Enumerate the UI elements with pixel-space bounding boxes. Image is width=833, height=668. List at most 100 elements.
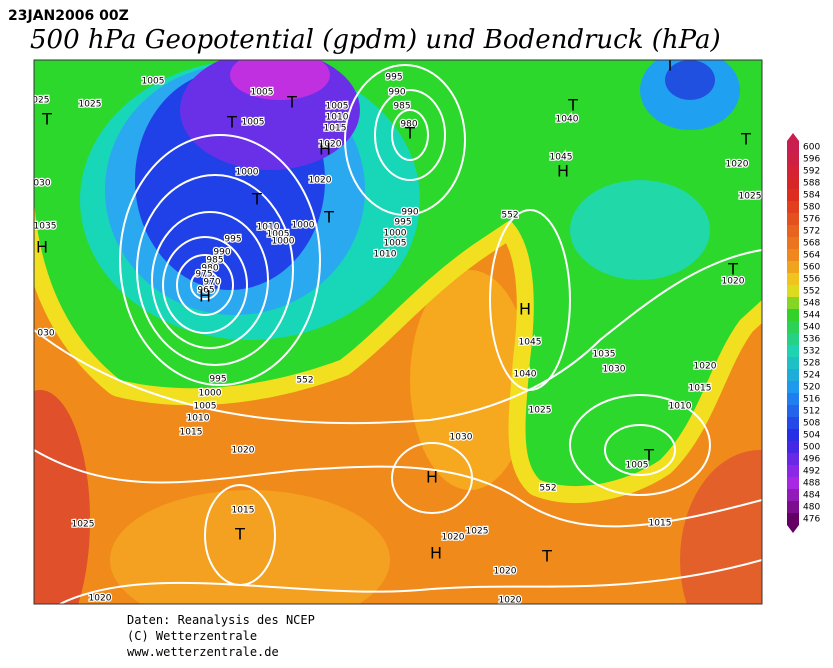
pressure-center: T	[404, 124, 415, 143]
pressure-center: T	[323, 208, 334, 227]
isobar-label: 1010	[257, 223, 280, 233]
isobar-label: 970	[203, 278, 220, 288]
colorbar-label: 492	[803, 467, 820, 477]
isobar-label: 990	[388, 88, 405, 98]
colorbar-label: 572	[803, 227, 820, 237]
isobar-label: 1025	[79, 100, 102, 110]
colorbar-swatch	[787, 321, 799, 333]
colorbar-swatch	[787, 501, 799, 513]
colorbar-label: 564	[803, 251, 820, 261]
colorbar-swatch	[787, 417, 799, 429]
isobar-label: 1005	[267, 230, 290, 240]
isobar-label: 1035	[593, 350, 616, 360]
colorbar-label: 588	[803, 179, 820, 189]
pressure-center: H	[426, 468, 438, 487]
colorbar-swatch	[787, 201, 799, 213]
isobar-label: 1020	[726, 160, 749, 170]
isobar-label: 1020	[232, 446, 255, 456]
colorbar-label: 508	[803, 419, 820, 429]
isobar-label: 990	[401, 208, 418, 218]
pressure-center: T	[286, 93, 297, 112]
colorbar-swatch	[787, 309, 799, 321]
isobar-label: 965	[197, 286, 214, 296]
colorbar-label: 480	[803, 503, 820, 513]
colorbar-swatch	[787, 381, 799, 393]
pressure-center: T	[727, 260, 738, 279]
isobar-label: 1015	[689, 384, 712, 394]
colorbar-swatch	[787, 261, 799, 273]
isobar-label: 1015	[324, 124, 347, 134]
colorbar-label: 568	[803, 239, 820, 249]
isobar-label: 1005	[626, 461, 649, 471]
colorbar-label: 600	[803, 143, 820, 153]
colorbar-label: 556	[803, 275, 820, 285]
colorbar-cap	[787, 525, 799, 533]
isobar-label: 1020	[694, 362, 717, 372]
isobar-label: 1005	[194, 402, 217, 412]
colorbar-label: 476	[803, 515, 820, 525]
colorbar-label: 512	[803, 407, 820, 417]
colorbar-swatch	[787, 345, 799, 357]
colorbar-swatch	[787, 249, 799, 261]
isobar-label: 1020	[499, 596, 522, 606]
isobar-label: 1005	[242, 118, 265, 128]
colorbar-swatch	[787, 441, 799, 453]
colorbar-swatch	[787, 297, 799, 309]
pressure-center: T	[567, 96, 578, 115]
isobar-label: 1010	[374, 250, 397, 260]
colorbar-label: 548	[803, 299, 820, 309]
colorbar-swatch	[787, 177, 799, 189]
isobar-label: 1010	[326, 113, 349, 123]
colorbar-swatch	[787, 405, 799, 417]
colorbar-label: 540	[803, 323, 820, 333]
colorbar-swatch	[787, 489, 799, 501]
pressure-center: T	[541, 547, 552, 566]
colorbar-swatch	[787, 357, 799, 369]
colorbar-label: 484	[803, 491, 820, 501]
colorbar-swatch	[787, 153, 799, 165]
title: 500 hPa Geopotential (gpdm) und Bodendru…	[30, 25, 721, 55]
isobar-label: 1000	[272, 237, 295, 247]
isobar-label: 1000	[236, 168, 259, 178]
colorbar-swatch	[787, 165, 799, 177]
isobar-label: 1025	[466, 527, 489, 537]
colorbar-label: 580	[803, 203, 820, 213]
credit-line: (C) Wetterzentrale	[127, 629, 257, 643]
colorbar-label: 500	[803, 443, 820, 453]
colorbar-label: 532	[803, 347, 820, 357]
colorbar-swatch	[787, 333, 799, 345]
isobar-label: 1040	[556, 115, 579, 125]
colorbar-swatch	[787, 429, 799, 441]
pressure-center: T	[740, 130, 751, 149]
isobar-label: 1025	[72, 520, 95, 530]
isobar-label: 030	[37, 329, 54, 339]
isobar-label: 1015	[649, 519, 672, 529]
isobar-label: 1005	[384, 239, 407, 249]
colorbar-swatch	[787, 393, 799, 405]
isobar-label: 1025	[739, 192, 762, 202]
isobar-label: 1030	[603, 365, 626, 375]
colorbar-label: 520	[803, 383, 820, 393]
isobar-label: 980	[400, 120, 417, 130]
colorbar-label: 596	[803, 155, 820, 165]
isobar-label: 995	[385, 73, 402, 83]
map-frame	[33, 59, 763, 605]
isobar-label: 1000	[292, 221, 315, 231]
isobar-label: 030	[33, 179, 50, 189]
colorbar-swatch	[787, 273, 799, 285]
isobar-label: 1020	[319, 140, 342, 150]
isobar-label: 1040	[514, 370, 537, 380]
isobar-label: 1020	[722, 277, 745, 287]
colorbar-label: 536	[803, 335, 820, 345]
pressure-center: H	[319, 140, 331, 159]
isobar-label: 1005	[251, 88, 274, 98]
colorbar-swatch	[787, 237, 799, 249]
isobar-label: 1020	[309, 176, 332, 186]
isobar-label: 995	[224, 235, 241, 245]
colorbar-label: 488	[803, 479, 820, 489]
colorbar-swatch	[787, 213, 799, 225]
pressure-center: H	[36, 238, 48, 257]
isobar-label: 1045	[550, 153, 573, 163]
colorbar-cap	[787, 133, 799, 141]
